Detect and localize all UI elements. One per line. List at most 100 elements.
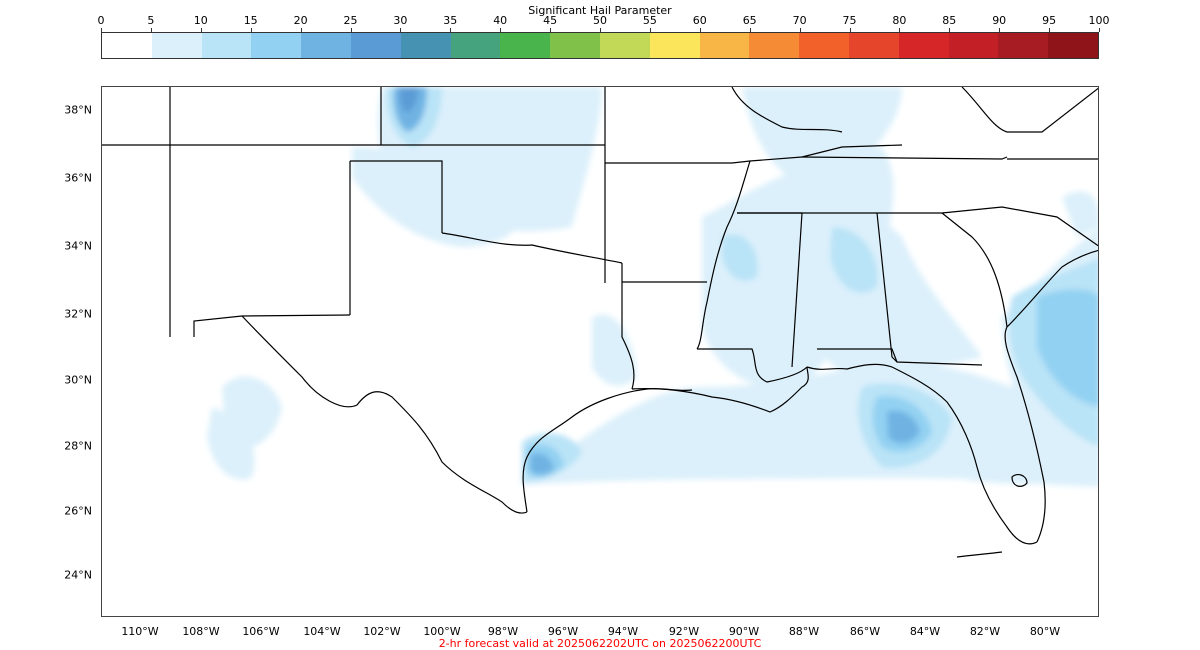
colorbar-tick-mark	[500, 28, 502, 32]
lon-label-84w: 84°W	[909, 625, 941, 638]
colorbar-segment	[151, 33, 202, 58]
lon-label-104w: 104°W	[303, 625, 341, 638]
colorbar-tick-label: 70	[792, 14, 807, 27]
border-tn-south	[801, 156, 1008, 160]
colorbar-tick-mark	[300, 28, 302, 32]
colorbar-segment	[500, 33, 551, 58]
colorbar-tick-label: 90	[992, 14, 1007, 27]
colorbar-segment	[201, 33, 252, 58]
colorbar-segment	[1048, 33, 1098, 58]
colorbar-segment	[350, 33, 401, 58]
colorbar-tick-label: 95	[1042, 14, 1057, 27]
colorbar-tick-mark	[200, 28, 202, 32]
hail-field-shading	[207, 87, 1098, 487]
map-canvas	[102, 87, 1098, 558]
colorbar-tick-mark	[949, 28, 951, 32]
colorbar-tick-mark	[999, 28, 1001, 32]
lat-label-38n: 38°N	[64, 103, 92, 117]
lat-label-26n: 26°N	[64, 504, 92, 518]
field-tx-inner	[530, 453, 554, 475]
lon-label-102w: 102°W	[363, 625, 401, 638]
colorbar-tick-label: 35	[443, 14, 458, 27]
lon-label-88w: 88°W	[788, 625, 820, 638]
border-al-ga	[876, 212, 898, 363]
colorbar-segment	[799, 33, 849, 58]
border-red-river	[441, 232, 623, 264]
lon-label-108w: 108°W	[182, 625, 220, 638]
map-panel[interactable]	[101, 86, 1099, 617]
field-atlantic	[1062, 191, 1098, 237]
colorbar-title: Significant Hail Parameter	[528, 4, 672, 17]
colorbar-segment	[599, 33, 650, 58]
colorbar-tick-mark	[749, 28, 751, 32]
colorbar-tick-label: 15	[243, 14, 258, 27]
lon-label-110w: 110°W	[121, 625, 159, 638]
lat-label-24n: 24°N	[64, 568, 92, 582]
lon-label-106w: 106°W	[242, 625, 280, 638]
field-mexico	[207, 407, 255, 480]
colorbar-tick-label: 20	[293, 14, 308, 27]
colorbar-segment	[948, 33, 999, 58]
colorbar-segment	[550, 33, 600, 58]
border-mississippi-river	[696, 160, 751, 350]
border-fl-panhandle	[817, 348, 983, 366]
forecast-caption: 2-hr forecast valid at 2025062202UTC on …	[438, 637, 762, 650]
colorbar-tick-mark	[799, 28, 801, 32]
border-ky-north	[731, 87, 843, 133]
colorbar-tick-mark	[899, 28, 901, 32]
lat-label-36n: 36°N	[64, 171, 92, 185]
colorbar-tick-label: 50	[593, 14, 607, 27]
colorbar-tick-mark	[699, 28, 701, 32]
border-ar-north	[605, 156, 803, 164]
border-lake-okeechobee	[1011, 473, 1028, 487]
colorbar-tick-mark	[550, 28, 552, 32]
colorbar	[101, 32, 1099, 59]
border-wv-va	[961, 87, 1098, 133]
field-miss-mid	[722, 234, 758, 281]
border-sc-coast	[1006, 249, 1098, 328]
colorbar-tick-label: 85	[942, 14, 957, 27]
lon-label-86w: 86°W	[849, 625, 881, 638]
lon-label-100w: 100°W	[423, 625, 461, 638]
colorbar-tick-label: 5	[147, 14, 155, 27]
border-ga-sc	[941, 212, 1008, 328]
lat-label-30n: 30°N	[64, 373, 92, 387]
lat-label-32n: 32°N	[64, 307, 92, 321]
colorbar-segment	[898, 33, 949, 58]
border-nc-sc	[941, 206, 1098, 247]
border-fl-keys	[956, 551, 1003, 558]
colorbar-tick-mark	[1049, 28, 1051, 32]
colorbar-tick-label: 60	[692, 14, 707, 27]
colorbar-segment	[450, 33, 501, 58]
colorbar-tick-label: 45	[543, 14, 558, 27]
colorbar-segment	[998, 33, 1049, 58]
border-gulf-coast-ms-al	[806, 363, 893, 370]
colorbar-segment	[251, 33, 302, 58]
colorbar-tick-mark	[649, 28, 651, 32]
border-la-coast	[631, 366, 809, 413]
lon-label-94w: 94°W	[607, 625, 639, 638]
colorbar-tick-mark	[600, 28, 601, 32]
colorbar-tick-mark	[250, 28, 252, 32]
colorbar-tick-mark	[400, 28, 402, 32]
border-ky-tn	[801, 144, 903, 158]
field-gulf-broad	[522, 328, 1098, 487]
colorbar-tick-label: 30	[393, 14, 408, 27]
lon-label-92w: 92°W	[668, 625, 700, 638]
colorbar-segment	[749, 33, 800, 58]
field-kansas-inner	[399, 87, 418, 113]
lat-label-34n: 34°N	[64, 239, 92, 253]
colorbar-tick-label: 100	[1088, 14, 1110, 27]
colorbar-tick-label: 40	[493, 14, 508, 27]
colorbar-tick-mark	[1099, 28, 1100, 32]
border-rio-grande	[241, 315, 528, 514]
border-tx-la	[621, 263, 635, 390]
field-fl-gulf-inner	[887, 410, 920, 444]
lon-label-98w: 98°W	[487, 625, 519, 638]
colorbar-tick-row: 0 5 10 15 20 25 30 35 40 45 50 55 60 65 70 75 80 85 90 95 10…	[98, 14, 1110, 32]
border-ok-panhandle	[350, 160, 443, 233]
border-tx-west	[193, 314, 351, 337]
colorbar-tick-label: 65	[742, 14, 757, 27]
border-la-south	[697, 348, 808, 383]
political-boundaries	[102, 87, 1098, 558]
